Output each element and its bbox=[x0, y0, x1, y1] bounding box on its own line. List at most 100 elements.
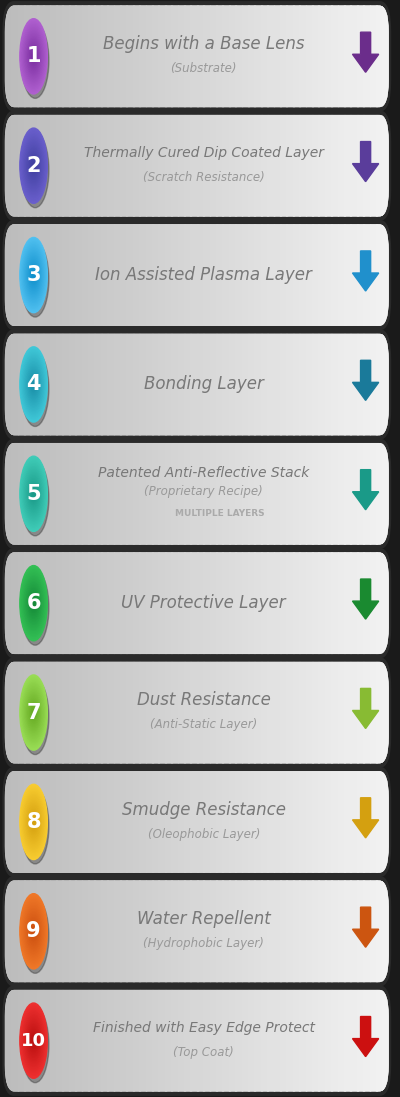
Bar bbox=[222, 661, 230, 764]
Polygon shape bbox=[352, 470, 379, 510]
Bar bbox=[107, 333, 114, 436]
Bar bbox=[107, 115, 114, 216]
Bar bbox=[126, 881, 134, 982]
Circle shape bbox=[28, 367, 40, 402]
Bar bbox=[363, 5, 370, 108]
Circle shape bbox=[32, 708, 35, 717]
Bar bbox=[82, 333, 89, 436]
Bar bbox=[344, 443, 351, 544]
Bar bbox=[286, 333, 294, 436]
FancyBboxPatch shape bbox=[2, 329, 391, 440]
Bar bbox=[216, 5, 223, 108]
Bar bbox=[171, 552, 178, 654]
Circle shape bbox=[22, 133, 46, 199]
Bar bbox=[338, 224, 345, 326]
Bar bbox=[18, 552, 25, 654]
Bar bbox=[344, 771, 351, 873]
Bar bbox=[357, 115, 364, 216]
Bar bbox=[146, 333, 153, 436]
Bar bbox=[261, 771, 268, 873]
Bar bbox=[254, 771, 262, 873]
Circle shape bbox=[27, 366, 40, 403]
Bar bbox=[325, 989, 332, 1092]
Circle shape bbox=[20, 1003, 47, 1078]
Bar bbox=[75, 5, 82, 108]
Bar bbox=[235, 115, 242, 216]
Circle shape bbox=[22, 23, 46, 90]
Circle shape bbox=[22, 351, 49, 427]
Bar bbox=[261, 115, 268, 216]
Bar bbox=[30, 115, 38, 216]
Bar bbox=[69, 224, 76, 326]
Bar bbox=[101, 661, 108, 764]
Circle shape bbox=[28, 149, 40, 182]
FancyBboxPatch shape bbox=[5, 881, 389, 982]
Bar bbox=[357, 989, 364, 1092]
Bar bbox=[126, 989, 134, 1092]
Circle shape bbox=[31, 268, 36, 283]
Bar bbox=[24, 115, 31, 216]
Circle shape bbox=[28, 370, 39, 399]
Bar bbox=[5, 115, 12, 216]
Bar bbox=[242, 443, 249, 544]
Bar bbox=[5, 552, 12, 654]
Text: 3: 3 bbox=[26, 265, 41, 285]
FancyBboxPatch shape bbox=[2, 767, 391, 878]
Bar bbox=[126, 552, 134, 654]
Bar bbox=[101, 333, 108, 436]
Circle shape bbox=[28, 805, 40, 838]
Bar bbox=[370, 881, 377, 982]
Text: (Substrate): (Substrate) bbox=[170, 63, 237, 75]
Bar bbox=[18, 224, 25, 326]
Bar bbox=[267, 224, 274, 326]
Polygon shape bbox=[352, 798, 379, 838]
Bar bbox=[274, 552, 281, 654]
Bar bbox=[62, 552, 70, 654]
Bar bbox=[229, 989, 236, 1092]
Bar bbox=[382, 443, 390, 544]
Bar bbox=[370, 771, 377, 873]
Circle shape bbox=[23, 902, 44, 961]
Bar bbox=[18, 661, 25, 764]
Bar bbox=[235, 333, 242, 436]
Circle shape bbox=[22, 898, 46, 964]
Bar bbox=[178, 989, 185, 1092]
Bar bbox=[139, 115, 146, 216]
Bar bbox=[216, 224, 223, 326]
Bar bbox=[101, 989, 108, 1092]
Bar bbox=[146, 771, 153, 873]
Bar bbox=[344, 552, 351, 654]
Bar bbox=[146, 443, 153, 544]
Bar bbox=[363, 115, 370, 216]
Bar bbox=[24, 989, 31, 1092]
Bar bbox=[306, 661, 313, 764]
Bar bbox=[331, 989, 338, 1092]
Circle shape bbox=[24, 468, 43, 519]
Bar bbox=[75, 443, 82, 544]
Bar bbox=[69, 5, 76, 108]
Bar bbox=[254, 333, 262, 436]
Bar bbox=[146, 224, 153, 326]
Circle shape bbox=[24, 249, 43, 301]
Bar bbox=[190, 552, 198, 654]
Circle shape bbox=[20, 894, 47, 969]
Bar bbox=[248, 5, 255, 108]
Bar bbox=[171, 115, 178, 216]
Bar bbox=[56, 443, 63, 544]
Bar bbox=[69, 443, 76, 544]
Circle shape bbox=[33, 930, 34, 932]
Circle shape bbox=[21, 131, 46, 201]
Bar bbox=[158, 224, 166, 326]
Bar bbox=[5, 5, 12, 108]
Bar bbox=[312, 115, 319, 216]
Circle shape bbox=[24, 796, 43, 848]
Bar bbox=[62, 333, 70, 436]
Circle shape bbox=[30, 47, 37, 66]
Bar bbox=[382, 224, 390, 326]
Circle shape bbox=[24, 906, 43, 957]
Bar bbox=[261, 443, 268, 544]
Bar bbox=[267, 661, 274, 764]
Circle shape bbox=[25, 908, 42, 954]
Bar bbox=[184, 881, 191, 982]
Bar bbox=[312, 881, 319, 982]
